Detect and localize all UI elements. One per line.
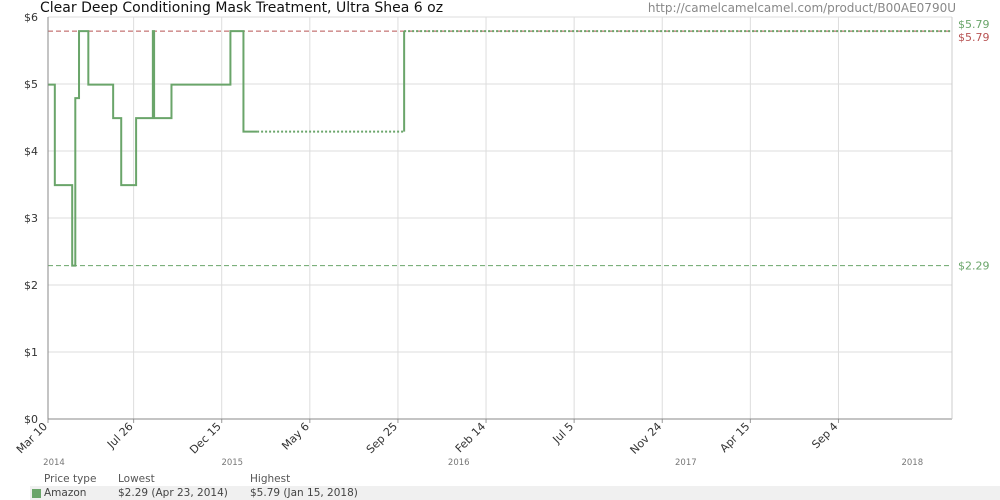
year-label: 2015	[221, 458, 243, 468]
legend-lowest-amazon: $2.29 (Apr 23, 2014)	[118, 487, 228, 499]
legend-table: Price type Lowest Highest Amazon $2.29 (…	[30, 472, 1000, 500]
reference-lines	[48, 30, 952, 267]
grid	[47, 16, 952, 420]
y-tick-label: $0	[24, 413, 38, 426]
x-tick-label: Jul 5	[550, 420, 577, 447]
y-tick-label: $6	[24, 11, 38, 24]
y-tick-label: $2	[24, 279, 38, 292]
year-label: 2018	[901, 458, 923, 468]
data-point	[54, 185, 55, 186]
legend-header-highest: Highest	[250, 473, 291, 485]
x-tick-label: Jul 26	[104, 420, 136, 452]
series-lines	[48, 30, 952, 267]
data-point	[202, 84, 203, 85]
data-point	[72, 265, 73, 266]
data-point	[75, 98, 76, 99]
series-line-amazon	[48, 30, 406, 267]
x-tick-label: Sep 25	[364, 420, 400, 456]
legend-row-amazon[interactable]: Amazon $2.29 (Apr 23, 2014) $5.79 (Jan 1…	[30, 486, 1000, 500]
data-point	[152, 31, 153, 32]
data-point	[121, 185, 122, 186]
data-point	[69, 185, 70, 186]
data-point	[79, 31, 80, 32]
product-url[interactable]: http://camelcamelcamel.com/product/B00AE…	[647, 1, 956, 15]
x-tick-label: Dec 15	[187, 420, 224, 457]
x-tick-label: May 6	[279, 420, 312, 453]
data-point	[171, 84, 172, 85]
year-label: 2014	[43, 458, 65, 468]
data-point	[404, 31, 405, 32]
chart-title: Clear Deep Conditioning Mask Treatment, …	[40, 0, 444, 16]
legend-header-lowest: Lowest	[118, 473, 155, 485]
data-point	[113, 118, 114, 119]
y-tick-label: $5	[24, 78, 38, 91]
data-point	[154, 118, 155, 119]
data-point	[88, 84, 89, 85]
amazon-swatch-icon	[32, 489, 41, 498]
year-label: 2016	[448, 458, 470, 468]
year-label: 2017	[675, 458, 697, 468]
x-tick-label: Sep 4	[809, 420, 840, 451]
legend-type-amazon: Amazon	[44, 487, 87, 499]
legend-highest-amazon: $5.79 (Jan 15, 2018)	[250, 487, 358, 499]
data-point	[230, 31, 231, 32]
data-point	[257, 131, 258, 132]
x-tick-label: Apr 15	[717, 420, 752, 455]
ref-label-highest: $5.79	[958, 31, 990, 44]
y-tick-label: $3	[24, 212, 38, 225]
axes	[47, 17, 953, 423]
legend-header-type: Price type	[44, 473, 97, 485]
legend-header-row: Price type Lowest Highest	[30, 472, 1000, 486]
data-point	[243, 131, 244, 132]
data-point	[136, 118, 137, 119]
ref-label-amazon-highest: $5.79	[958, 18, 990, 31]
y-tick-label: $4	[24, 145, 38, 158]
ref-label-lowest: $2.29	[958, 260, 990, 273]
x-tick-label: Feb 14	[453, 420, 488, 455]
data-point	[64, 185, 65, 186]
x-tick-label: Nov 24	[628, 420, 665, 457]
y-tick-label: $1	[24, 346, 38, 359]
